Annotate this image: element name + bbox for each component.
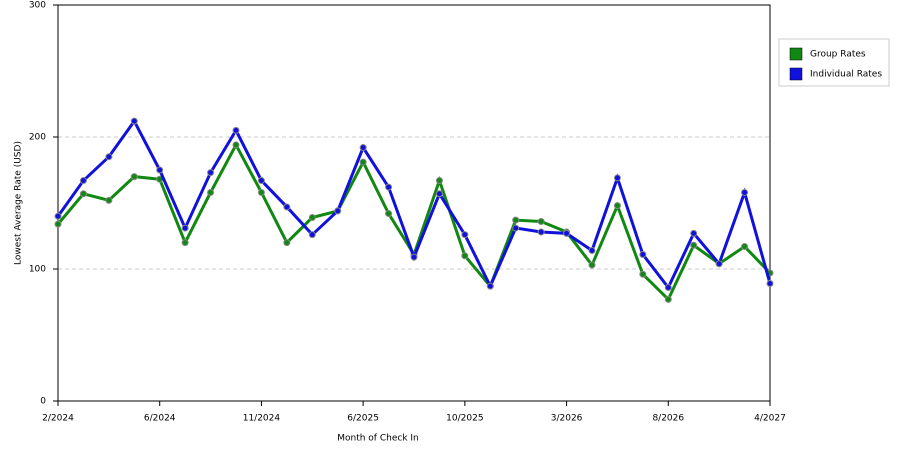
point bbox=[359, 144, 367, 152]
x-tick-label: 4/2027 bbox=[754, 414, 786, 424]
point bbox=[181, 239, 189, 247]
point bbox=[359, 158, 367, 166]
legend-swatch bbox=[789, 47, 803, 61]
x-axis-label: Month of Check In bbox=[337, 434, 419, 444]
point bbox=[435, 177, 443, 185]
point bbox=[690, 229, 698, 237]
point bbox=[512, 216, 520, 224]
point bbox=[563, 229, 571, 237]
point bbox=[283, 203, 291, 211]
x-tick-label: 2/2024 bbox=[42, 414, 74, 424]
point bbox=[613, 174, 621, 182]
series-line bbox=[56, 118, 772, 291]
point bbox=[664, 295, 672, 303]
point bbox=[639, 250, 647, 258]
point bbox=[54, 220, 62, 228]
series-line bbox=[56, 141, 772, 302]
point bbox=[54, 212, 62, 220]
point bbox=[512, 224, 520, 232]
point bbox=[639, 270, 647, 278]
y-tick-label: 200 bbox=[29, 133, 46, 143]
point bbox=[486, 282, 494, 290]
point bbox=[741, 188, 749, 196]
point bbox=[537, 217, 545, 225]
y-tick-label: 100 bbox=[29, 265, 46, 275]
point bbox=[130, 117, 138, 125]
y-tick-label: 300 bbox=[29, 1, 46, 11]
point bbox=[435, 190, 443, 198]
point bbox=[130, 173, 138, 181]
x-tick-label: 3/2026 bbox=[551, 414, 583, 424]
x-tick-label: 8/2026 bbox=[652, 414, 684, 424]
point bbox=[334, 207, 342, 215]
point bbox=[690, 241, 698, 249]
point bbox=[156, 166, 164, 174]
point bbox=[232, 141, 240, 149]
point bbox=[741, 243, 749, 251]
y-axis-label: Lowest Average Rate (USD) bbox=[14, 141, 24, 265]
point bbox=[105, 153, 113, 161]
point bbox=[105, 196, 113, 204]
point bbox=[664, 283, 672, 291]
legend-label: Individual Rates bbox=[810, 70, 882, 80]
point bbox=[283, 239, 291, 247]
point bbox=[181, 224, 189, 232]
point bbox=[207, 169, 215, 177]
plot-frame bbox=[57, 4, 771, 402]
point bbox=[613, 202, 621, 210]
point bbox=[207, 188, 215, 196]
point bbox=[588, 261, 596, 269]
point bbox=[766, 280, 774, 288]
point bbox=[257, 188, 265, 196]
point bbox=[308, 231, 316, 239]
legend-swatch bbox=[789, 67, 803, 81]
point bbox=[461, 252, 469, 260]
point bbox=[79, 177, 87, 185]
point bbox=[385, 183, 393, 191]
x-tick-label: 10/2025 bbox=[446, 414, 483, 424]
point bbox=[79, 190, 87, 198]
x-tick-label: 6/2024 bbox=[144, 414, 176, 424]
point bbox=[410, 253, 418, 261]
point bbox=[308, 214, 316, 222]
point bbox=[385, 210, 393, 218]
point bbox=[461, 231, 469, 239]
x-tick-label: 11/2024 bbox=[243, 414, 281, 424]
point bbox=[257, 177, 265, 185]
legend-label: Group Rates bbox=[810, 50, 866, 60]
y-tick-label: 0 bbox=[40, 397, 46, 407]
point bbox=[537, 228, 545, 236]
point bbox=[715, 260, 723, 268]
point bbox=[232, 126, 240, 134]
point bbox=[588, 247, 596, 255]
x-tick-label: 6/2025 bbox=[347, 414, 379, 424]
